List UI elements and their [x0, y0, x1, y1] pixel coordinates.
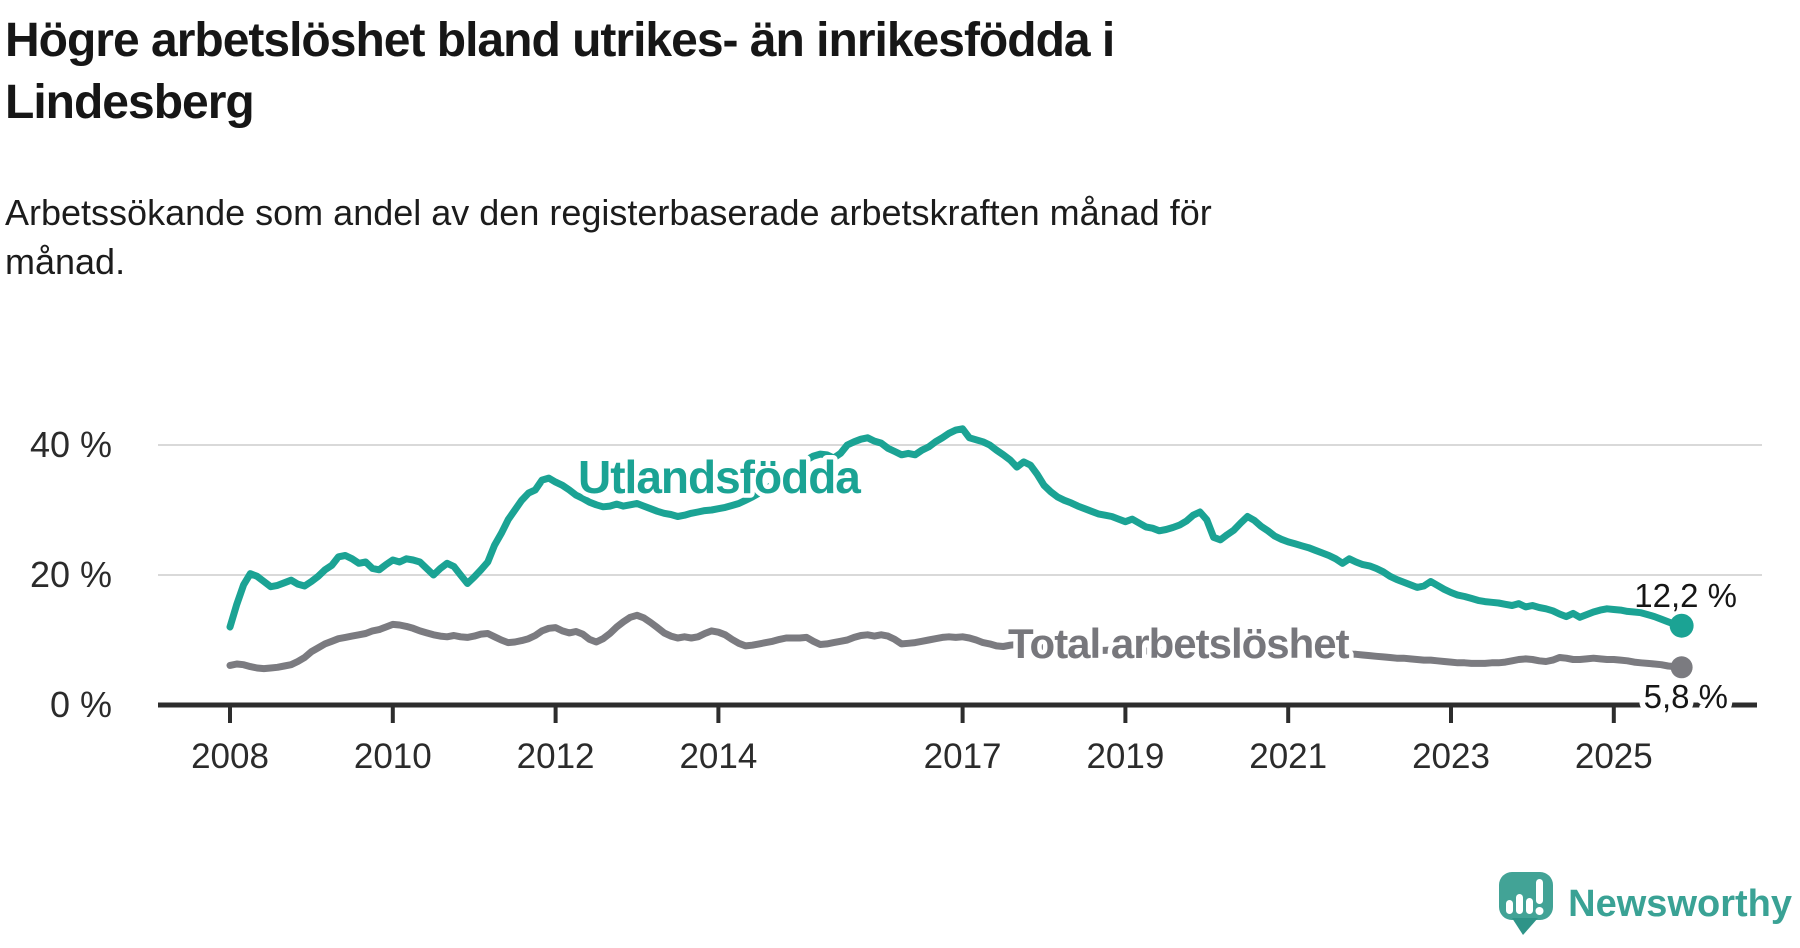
x-tick-label-2014: 2014	[679, 737, 757, 776]
x-tick-label-2008: 2008	[191, 737, 269, 776]
newsworthy-icon	[1499, 872, 1554, 935]
x-tick-label-2017: 2017	[924, 737, 1002, 776]
x-tick-label-2010: 2010	[354, 737, 432, 776]
y-tick-label-0: 0 %	[50, 684, 112, 725]
series-line-total	[226, 611, 1686, 673]
x-tick-label-2023: 2023	[1412, 737, 1490, 776]
x-tick-label-2012: 2012	[517, 737, 595, 776]
brand-logo: Newsworthy	[1492, 866, 1792, 942]
end-value-label-foreign: 12,2 %	[1634, 577, 1737, 614]
series-label-total: Total arbetslöshet	[1008, 620, 1350, 667]
end-value-label-total: 5,8 %	[1644, 678, 1728, 715]
exclamation-dot	[1535, 907, 1544, 915]
series-end-dot-total	[1670, 656, 1693, 679]
x-tick-label-2021: 2021	[1249, 737, 1327, 776]
series-line-foreign	[226, 425, 1686, 631]
x-tick-label-2025: 2025	[1575, 737, 1653, 776]
speech-bubble-tail	[1512, 918, 1539, 935]
page-subtitle: Arbetssökande som andel av den registerb…	[5, 192, 1212, 282]
series-label-foreign: Utlandsfödda	[578, 451, 861, 503]
y-tick-label-20: 20 %	[30, 554, 112, 595]
bar-3	[1526, 898, 1534, 914]
y-tick-label-40: 40 %	[30, 424, 112, 465]
series-end-dot-foreign	[1669, 613, 1694, 638]
page-title: Högre arbetslöshet bland utrikes- än inr…	[5, 14, 1115, 129]
bar-2	[1516, 894, 1524, 914]
bar-1	[1506, 900, 1514, 914]
exclamation-bar	[1536, 879, 1544, 904]
x-tick-label-2019: 2019	[1086, 737, 1164, 776]
brand-name: Newsworthy	[1568, 883, 1792, 925]
